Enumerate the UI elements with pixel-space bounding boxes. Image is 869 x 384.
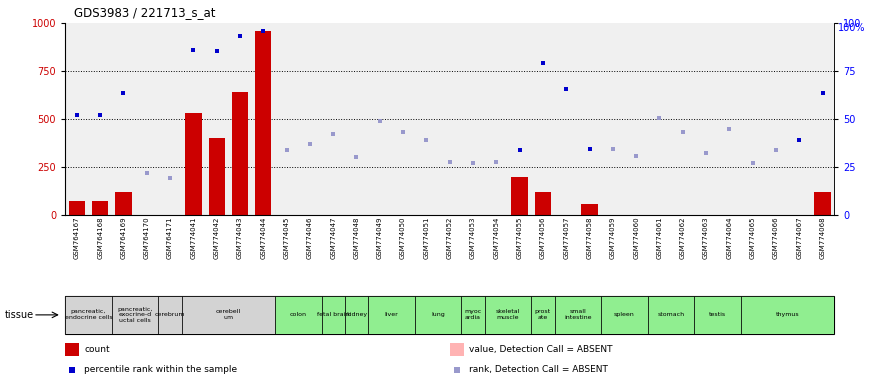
- Bar: [694, 296, 741, 334]
- Bar: [450, 343, 463, 356]
- Bar: [512, 177, 527, 215]
- Text: GSM774067: GSM774067: [796, 217, 802, 259]
- Text: GSM774043: GSM774043: [237, 217, 243, 259]
- Text: GSM774068: GSM774068: [819, 217, 826, 259]
- Bar: [185, 113, 202, 215]
- Text: GSM774057: GSM774057: [563, 217, 569, 259]
- Bar: [415, 296, 461, 334]
- Bar: [485, 296, 531, 334]
- Text: GSM774066: GSM774066: [773, 217, 779, 259]
- Bar: [554, 296, 601, 334]
- Bar: [601, 296, 647, 334]
- Text: GSM764168: GSM764168: [97, 217, 103, 259]
- Bar: [275, 296, 322, 334]
- Text: GSM774051: GSM774051: [423, 217, 429, 259]
- Text: skeletal
muscle: skeletal muscle: [496, 310, 521, 320]
- Text: GDS3983 / 221713_s_at: GDS3983 / 221713_s_at: [74, 6, 216, 19]
- Bar: [158, 296, 182, 334]
- Text: GSM774047: GSM774047: [330, 217, 336, 259]
- Text: pancreatic,
exocrine-d
uctal cells: pancreatic, exocrine-d uctal cells: [117, 306, 153, 323]
- Bar: [461, 296, 485, 334]
- Bar: [182, 296, 275, 334]
- Text: colon: colon: [289, 312, 307, 318]
- Text: 100%: 100%: [839, 23, 866, 33]
- Text: GSM774060: GSM774060: [634, 217, 639, 259]
- Bar: [116, 192, 131, 215]
- Text: pancreatic,
endocrine cells: pancreatic, endocrine cells: [64, 310, 112, 320]
- Text: GSM764169: GSM764169: [121, 217, 126, 259]
- Text: GSM774045: GSM774045: [283, 217, 289, 259]
- Bar: [368, 296, 415, 334]
- Text: liver: liver: [385, 312, 398, 318]
- Bar: [209, 138, 225, 215]
- Text: spleen: spleen: [614, 312, 635, 318]
- Text: GSM764170: GSM764170: [143, 217, 149, 259]
- Text: myoc
ardia: myoc ardia: [464, 310, 481, 320]
- Bar: [531, 296, 554, 334]
- Bar: [65, 343, 79, 356]
- Text: GSM774059: GSM774059: [610, 217, 616, 259]
- Text: fetal brain: fetal brain: [317, 312, 349, 318]
- Text: GSM774048: GSM774048: [354, 217, 360, 259]
- Text: GSM774049: GSM774049: [377, 217, 382, 259]
- Bar: [534, 192, 551, 215]
- Text: cerebrum: cerebrum: [155, 312, 185, 318]
- Bar: [232, 92, 249, 215]
- Text: rank, Detection Call = ABSENT: rank, Detection Call = ABSENT: [469, 365, 607, 374]
- Bar: [345, 296, 368, 334]
- Text: GSM764171: GSM764171: [167, 217, 173, 259]
- Bar: [741, 296, 834, 334]
- Text: GSM774063: GSM774063: [703, 217, 709, 259]
- Text: stomach: stomach: [658, 312, 685, 318]
- Bar: [92, 200, 109, 215]
- Text: prost
ate: prost ate: [534, 310, 551, 320]
- Text: percentile rank within the sample: percentile rank within the sample: [84, 365, 237, 374]
- Text: testis: testis: [709, 312, 726, 318]
- Text: GSM774052: GSM774052: [447, 217, 453, 259]
- Text: value, Detection Call = ABSENT: value, Detection Call = ABSENT: [469, 345, 613, 354]
- Text: GSM774053: GSM774053: [470, 217, 476, 259]
- Text: GSM774050: GSM774050: [400, 217, 406, 259]
- Bar: [322, 296, 345, 334]
- Text: GSM774056: GSM774056: [540, 217, 546, 259]
- Text: GSM774061: GSM774061: [656, 217, 662, 259]
- Text: GSM774041: GSM774041: [190, 217, 196, 259]
- Text: GSM774042: GSM774042: [214, 217, 220, 259]
- Text: small
intestine: small intestine: [564, 310, 592, 320]
- Text: cerebell
um: cerebell um: [216, 310, 241, 320]
- Text: kidney: kidney: [346, 312, 367, 318]
- Bar: [255, 31, 271, 215]
- Bar: [65, 296, 112, 334]
- Bar: [647, 296, 694, 334]
- Text: GSM774064: GSM774064: [726, 217, 733, 259]
- Text: GSM774054: GSM774054: [494, 217, 500, 259]
- Text: tissue: tissue: [4, 310, 34, 320]
- Bar: [69, 200, 85, 215]
- Bar: [581, 204, 598, 215]
- Text: GSM774065: GSM774065: [750, 217, 756, 259]
- Text: GSM764167: GSM764167: [74, 217, 80, 259]
- Text: thymus: thymus: [776, 312, 799, 318]
- Text: GSM774062: GSM774062: [680, 217, 686, 259]
- Text: GSM774046: GSM774046: [307, 217, 313, 259]
- Bar: [112, 296, 158, 334]
- Text: count: count: [84, 345, 110, 354]
- Text: GSM774058: GSM774058: [587, 217, 593, 259]
- Text: GSM774055: GSM774055: [517, 217, 522, 259]
- Text: GSM774044: GSM774044: [261, 217, 266, 259]
- Text: lung: lung: [431, 312, 445, 318]
- Bar: [814, 192, 831, 215]
